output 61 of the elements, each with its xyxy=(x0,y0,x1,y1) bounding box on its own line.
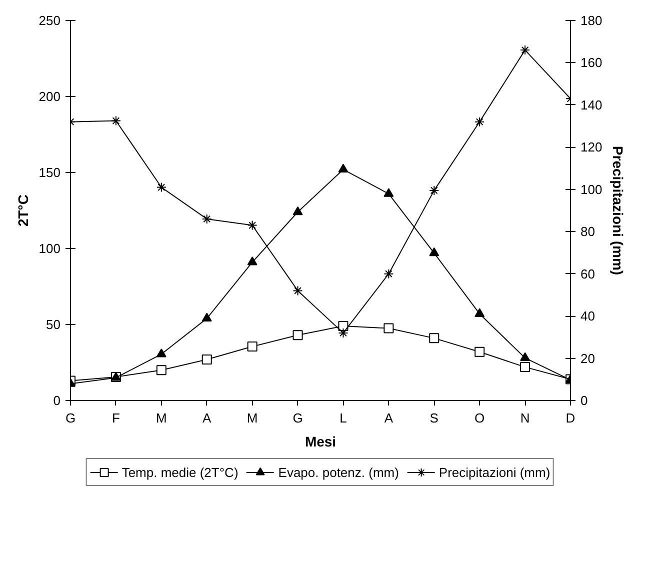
y2-tick-label: 0 xyxy=(580,393,588,408)
y2-tick-label: 60 xyxy=(580,266,595,282)
x-tick-label: N xyxy=(520,410,530,426)
y2-tick-label: 140 xyxy=(580,97,602,112)
x-tick-label: L xyxy=(340,410,347,426)
point xyxy=(384,188,394,197)
y2-tick-label: 100 xyxy=(580,182,602,197)
y2-tick-label: 180 xyxy=(580,13,602,28)
point xyxy=(292,330,303,340)
y2-tick-label: 80 xyxy=(580,224,595,240)
point xyxy=(156,182,166,192)
point xyxy=(520,45,530,56)
point xyxy=(474,308,485,317)
point xyxy=(247,256,258,266)
point xyxy=(338,164,348,173)
point xyxy=(384,268,394,279)
y2-tick-label: 20 xyxy=(580,350,595,366)
point xyxy=(247,342,258,352)
y2-axis-title: Precipitazioni (mm) xyxy=(610,146,626,276)
point xyxy=(384,323,394,334)
x-tick-label: G xyxy=(65,410,76,426)
x-tick-label: S xyxy=(430,410,439,426)
x-tick-label: F xyxy=(112,410,120,426)
point xyxy=(110,116,121,126)
point xyxy=(247,220,258,230)
point xyxy=(520,362,530,372)
x-tick-label: A xyxy=(202,410,212,426)
y-axis-title: 2T°C xyxy=(14,194,31,227)
point xyxy=(474,346,485,357)
point xyxy=(202,312,212,322)
point xyxy=(338,328,348,338)
y2-tick-label: 120 xyxy=(580,140,602,155)
point xyxy=(429,247,440,256)
x-tick-label: O xyxy=(474,410,485,426)
y2-tick-label: 160 xyxy=(580,55,602,70)
x-axis-title: Mesi xyxy=(304,434,336,450)
point xyxy=(156,348,166,358)
x-tick-label: G xyxy=(292,410,303,426)
y-tick-label: 0 xyxy=(53,393,61,408)
y-tick-label: 50 xyxy=(46,317,61,332)
y-tick-label: 150 xyxy=(38,165,61,180)
point xyxy=(474,116,485,127)
y-tick-label: 100 xyxy=(38,241,61,256)
x-tick-label: A xyxy=(384,410,394,426)
point xyxy=(202,354,212,364)
point xyxy=(429,185,440,196)
x-tick-label: D xyxy=(566,410,576,426)
x-tick-label: M xyxy=(246,410,258,426)
point xyxy=(156,365,166,376)
point xyxy=(520,352,530,362)
x-tick-label: M xyxy=(156,410,167,426)
point xyxy=(292,206,303,216)
legend-label: Temp. medie (2T°C) xyxy=(122,464,238,480)
legend-label: Precipitazioni (mm) xyxy=(438,464,550,480)
y-tick-label: 200 xyxy=(38,89,61,104)
point xyxy=(292,286,303,296)
point xyxy=(429,333,440,344)
legend-label: Evapo. potenz. (mm) xyxy=(278,464,399,480)
y-tick-label: 250 xyxy=(38,13,61,28)
point xyxy=(202,214,212,224)
y2-tick-label: 40 xyxy=(580,308,595,324)
